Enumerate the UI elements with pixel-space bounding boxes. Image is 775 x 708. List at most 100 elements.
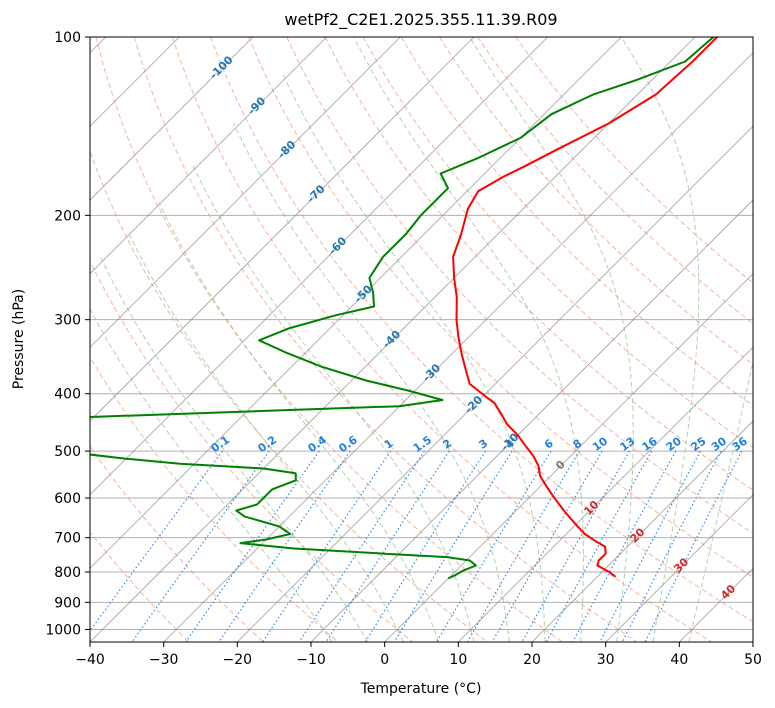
moist-adiabat	[469, 37, 634, 642]
plot-area: 0.1 0.2 0.4 0.6 1 1.5 2 3 4 6 8 10 13 16 20 25 30 36-100-…	[90, 37, 753, 642]
dry-adiabat	[477, 37, 753, 325]
mixing-ratio-line	[644, 450, 743, 642]
y-axis-title: Pressure (hPa)	[11, 289, 27, 389]
isotherm-line	[605, 494, 753, 642]
dry-adiabat	[90, 150, 488, 642]
mixing-ratio-line	[325, 450, 450, 642]
isotherm-line	[458, 346, 753, 642]
dry-adiabat	[400, 37, 753, 407]
moist-adiabat	[90, 308, 333, 642]
y-tick-label: 600	[54, 491, 81, 507]
mixing-ratio-line	[262, 450, 392, 642]
mixing-ratio-label: 3	[477, 437, 491, 452]
mixing-ratio-label: 0.1	[209, 433, 232, 455]
dry-adiabat	[90, 445, 264, 642]
mixing-ratio-line	[218, 450, 351, 642]
isotherm-label: -100	[207, 53, 236, 82]
y-tick-label: 200	[54, 208, 81, 224]
mixing-ratio-label: 2	[440, 437, 454, 452]
isotherm-line	[90, 37, 401, 348]
mixing-ratio-line	[185, 450, 320, 642]
isotherm-label: 10	[581, 498, 601, 518]
dry-adiabat	[210, 37, 753, 623]
isotherm-label: -40	[380, 328, 403, 351]
mixing-ratio-label: 6	[542, 437, 556, 452]
y-tick-label: 500	[54, 444, 81, 460]
x-tick-label: −20	[223, 652, 253, 668]
moist-adiabat	[353, 37, 584, 642]
isotherm-label: -80	[275, 138, 298, 161]
x-tick-label: 50	[744, 652, 762, 668]
isotherm-label: -10	[498, 430, 521, 453]
mixing-ratio-line	[621, 450, 722, 642]
x-tick-label: 0	[380, 652, 389, 668]
mixing-ratio-line	[435, 450, 552, 642]
axes: −40 −30 −20 −10 0 10 20 30 40 5010020030040050060…	[45, 30, 762, 668]
x-tick-label: 20	[523, 652, 541, 668]
y-tick-label: 900	[54, 595, 81, 611]
mixing-ratio-line	[545, 450, 653, 642]
dry-adiabat	[286, 37, 753, 534]
x-tick-label: −10	[296, 652, 326, 668]
mixing-ratio-line	[572, 450, 677, 642]
x-tick-label: −30	[149, 652, 179, 668]
y-tick-label: 300	[54, 313, 81, 329]
dry-adiabat	[324, 37, 753, 491]
isotherm-line	[90, 37, 696, 642]
mixing-ratio-label: 0.6	[336, 433, 360, 455]
dry-adiabat	[438, 37, 753, 366]
isotherm-label: 20	[628, 525, 648, 545]
mixing-ratio-line	[393, 450, 513, 642]
x-tick-label: 40	[670, 652, 688, 668]
x-tick-label: −40	[75, 652, 105, 668]
mixing-ratio-line	[599, 450, 702, 642]
dry-adiabat	[133, 37, 638, 642]
isotherm-line	[90, 37, 475, 422]
mixing-ratio-line	[491, 450, 603, 642]
dry-adiabat	[171, 37, 712, 642]
plot-frame	[89, 36, 754, 643]
isotherm-line	[531, 420, 753, 642]
dry-adiabat	[248, 37, 753, 578]
isotherm-label: -20	[462, 393, 485, 416]
dry-adiabat	[90, 259, 414, 642]
dry-adiabat	[515, 37, 753, 284]
dry-adiabat	[362, 37, 753, 449]
mixing-ratio-line	[521, 450, 631, 642]
y-tick-label: 100	[54, 30, 81, 46]
mixing-ratio-line	[298, 450, 425, 642]
isotherm-label: -70	[304, 182, 327, 205]
temperature-profile-line	[452, 37, 718, 578]
dewpoint-profile-line	[90, 37, 715, 580]
dry-adiabat	[95, 37, 563, 642]
mixing-ratio-label: 1.5	[411, 433, 434, 455]
isotherm-line	[679, 567, 753, 642]
moist-adiabat	[128, 233, 404, 642]
isotherm-label: 0	[553, 458, 568, 473]
y-tick-label: 700	[54, 531, 81, 547]
y-tick-label: 1000	[45, 622, 81, 638]
dry-adiabat	[90, 531, 190, 642]
mixing-ratio-label: 0.4	[306, 433, 330, 455]
moist-adiabat	[620, 37, 700, 642]
moist-adiabat	[99, 256, 369, 642]
chart-title: wetPf2_C2E1.2025.355.11.39.R09	[284, 10, 557, 30]
y-tick-label: 800	[54, 565, 81, 581]
dry-adiabat	[90, 356, 339, 642]
isotherm-label: -90	[245, 94, 268, 117]
isotherm-line	[752, 641, 753, 642]
isotherm-line	[90, 37, 548, 496]
moist-adiabat	[192, 165, 475, 642]
isotherm-label: 40	[718, 582, 738, 602]
isotherm-line	[163, 52, 753, 642]
x-tick-label: 10	[449, 652, 467, 668]
x-axis-title: Temperature (°C)	[360, 681, 482, 697]
x-tick-label: 30	[597, 652, 615, 668]
y-tick-label: 400	[54, 387, 81, 403]
mixing-ratio-line	[90, 450, 223, 632]
isotherm-line	[90, 37, 327, 275]
isotherm-line	[237, 125, 753, 642]
isotherm-line	[90, 37, 254, 201]
moist-adiabat	[281, 72, 546, 642]
